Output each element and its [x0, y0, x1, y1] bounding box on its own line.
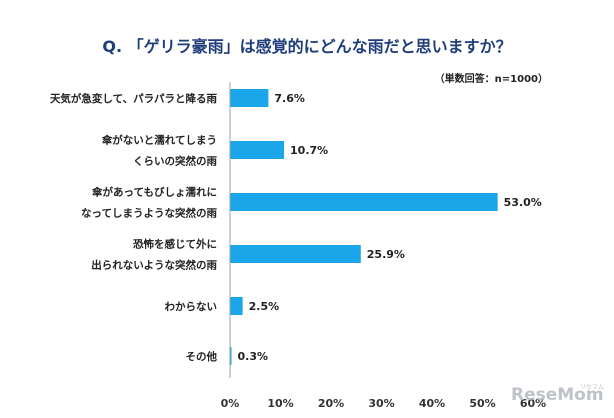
watermark: ReseMom リセマム	[511, 384, 604, 405]
category-label-3-line-1: 出られないような突然の雨	[91, 259, 217, 272]
bar-4	[230, 297, 243, 315]
bar-5	[230, 347, 232, 365]
category-label-0: 天気が急変して、パラパラと降る雨	[50, 92, 218, 105]
category-label-1-line-0: 傘がないと濡れてしまう	[102, 134, 217, 147]
bar-1	[230, 141, 285, 159]
x-tick-label-2: 20%	[318, 397, 344, 410]
category-label-5: その他	[186, 350, 218, 363]
category-label-1-line-1: くらいの突然の雨	[133, 155, 217, 168]
watermark-text: ReseMom	[511, 385, 604, 405]
bar-0	[230, 89, 269, 107]
bar-value-label-4: 2.5%	[249, 300, 280, 313]
chart-title: Q. 「ゲリラ豪雨」は感覚的にどんな雨だと思いますか？	[102, 37, 511, 56]
bar-value-label-3: 25.9%	[367, 248, 405, 261]
x-tick-label-5: 50%	[469, 397, 495, 410]
bar-2	[230, 193, 498, 211]
category-label-2-line-1: なってしまうような突然の雨	[81, 207, 217, 220]
bar-value-label-2: 53.0%	[504, 196, 542, 209]
category-label-2-line-0: 傘があってもびしょ濡れに	[92, 186, 217, 199]
x-tick-label-6: 60%	[520, 397, 546, 410]
bar-value-label-0: 7.6%	[274, 92, 305, 105]
category-label-4: わからない	[165, 301, 218, 313]
bar-value-label-5: 0.3%	[238, 350, 269, 363]
watermark-subtext: リセマム	[580, 384, 604, 391]
bar-3	[230, 245, 361, 263]
sample-note: （単数回答：n=1000）	[435, 72, 548, 85]
x-tick-label-0: 0%	[221, 397, 240, 410]
x-tick-label-1: 10%	[267, 397, 293, 410]
category-label-3-line-0: 恐怖を感じて外に	[133, 238, 217, 251]
bar-value-label-1: 10.7%	[290, 144, 328, 157]
x-tick-label-3: 30%	[368, 397, 394, 410]
x-tick-label-4: 40%	[419, 397, 445, 410]
